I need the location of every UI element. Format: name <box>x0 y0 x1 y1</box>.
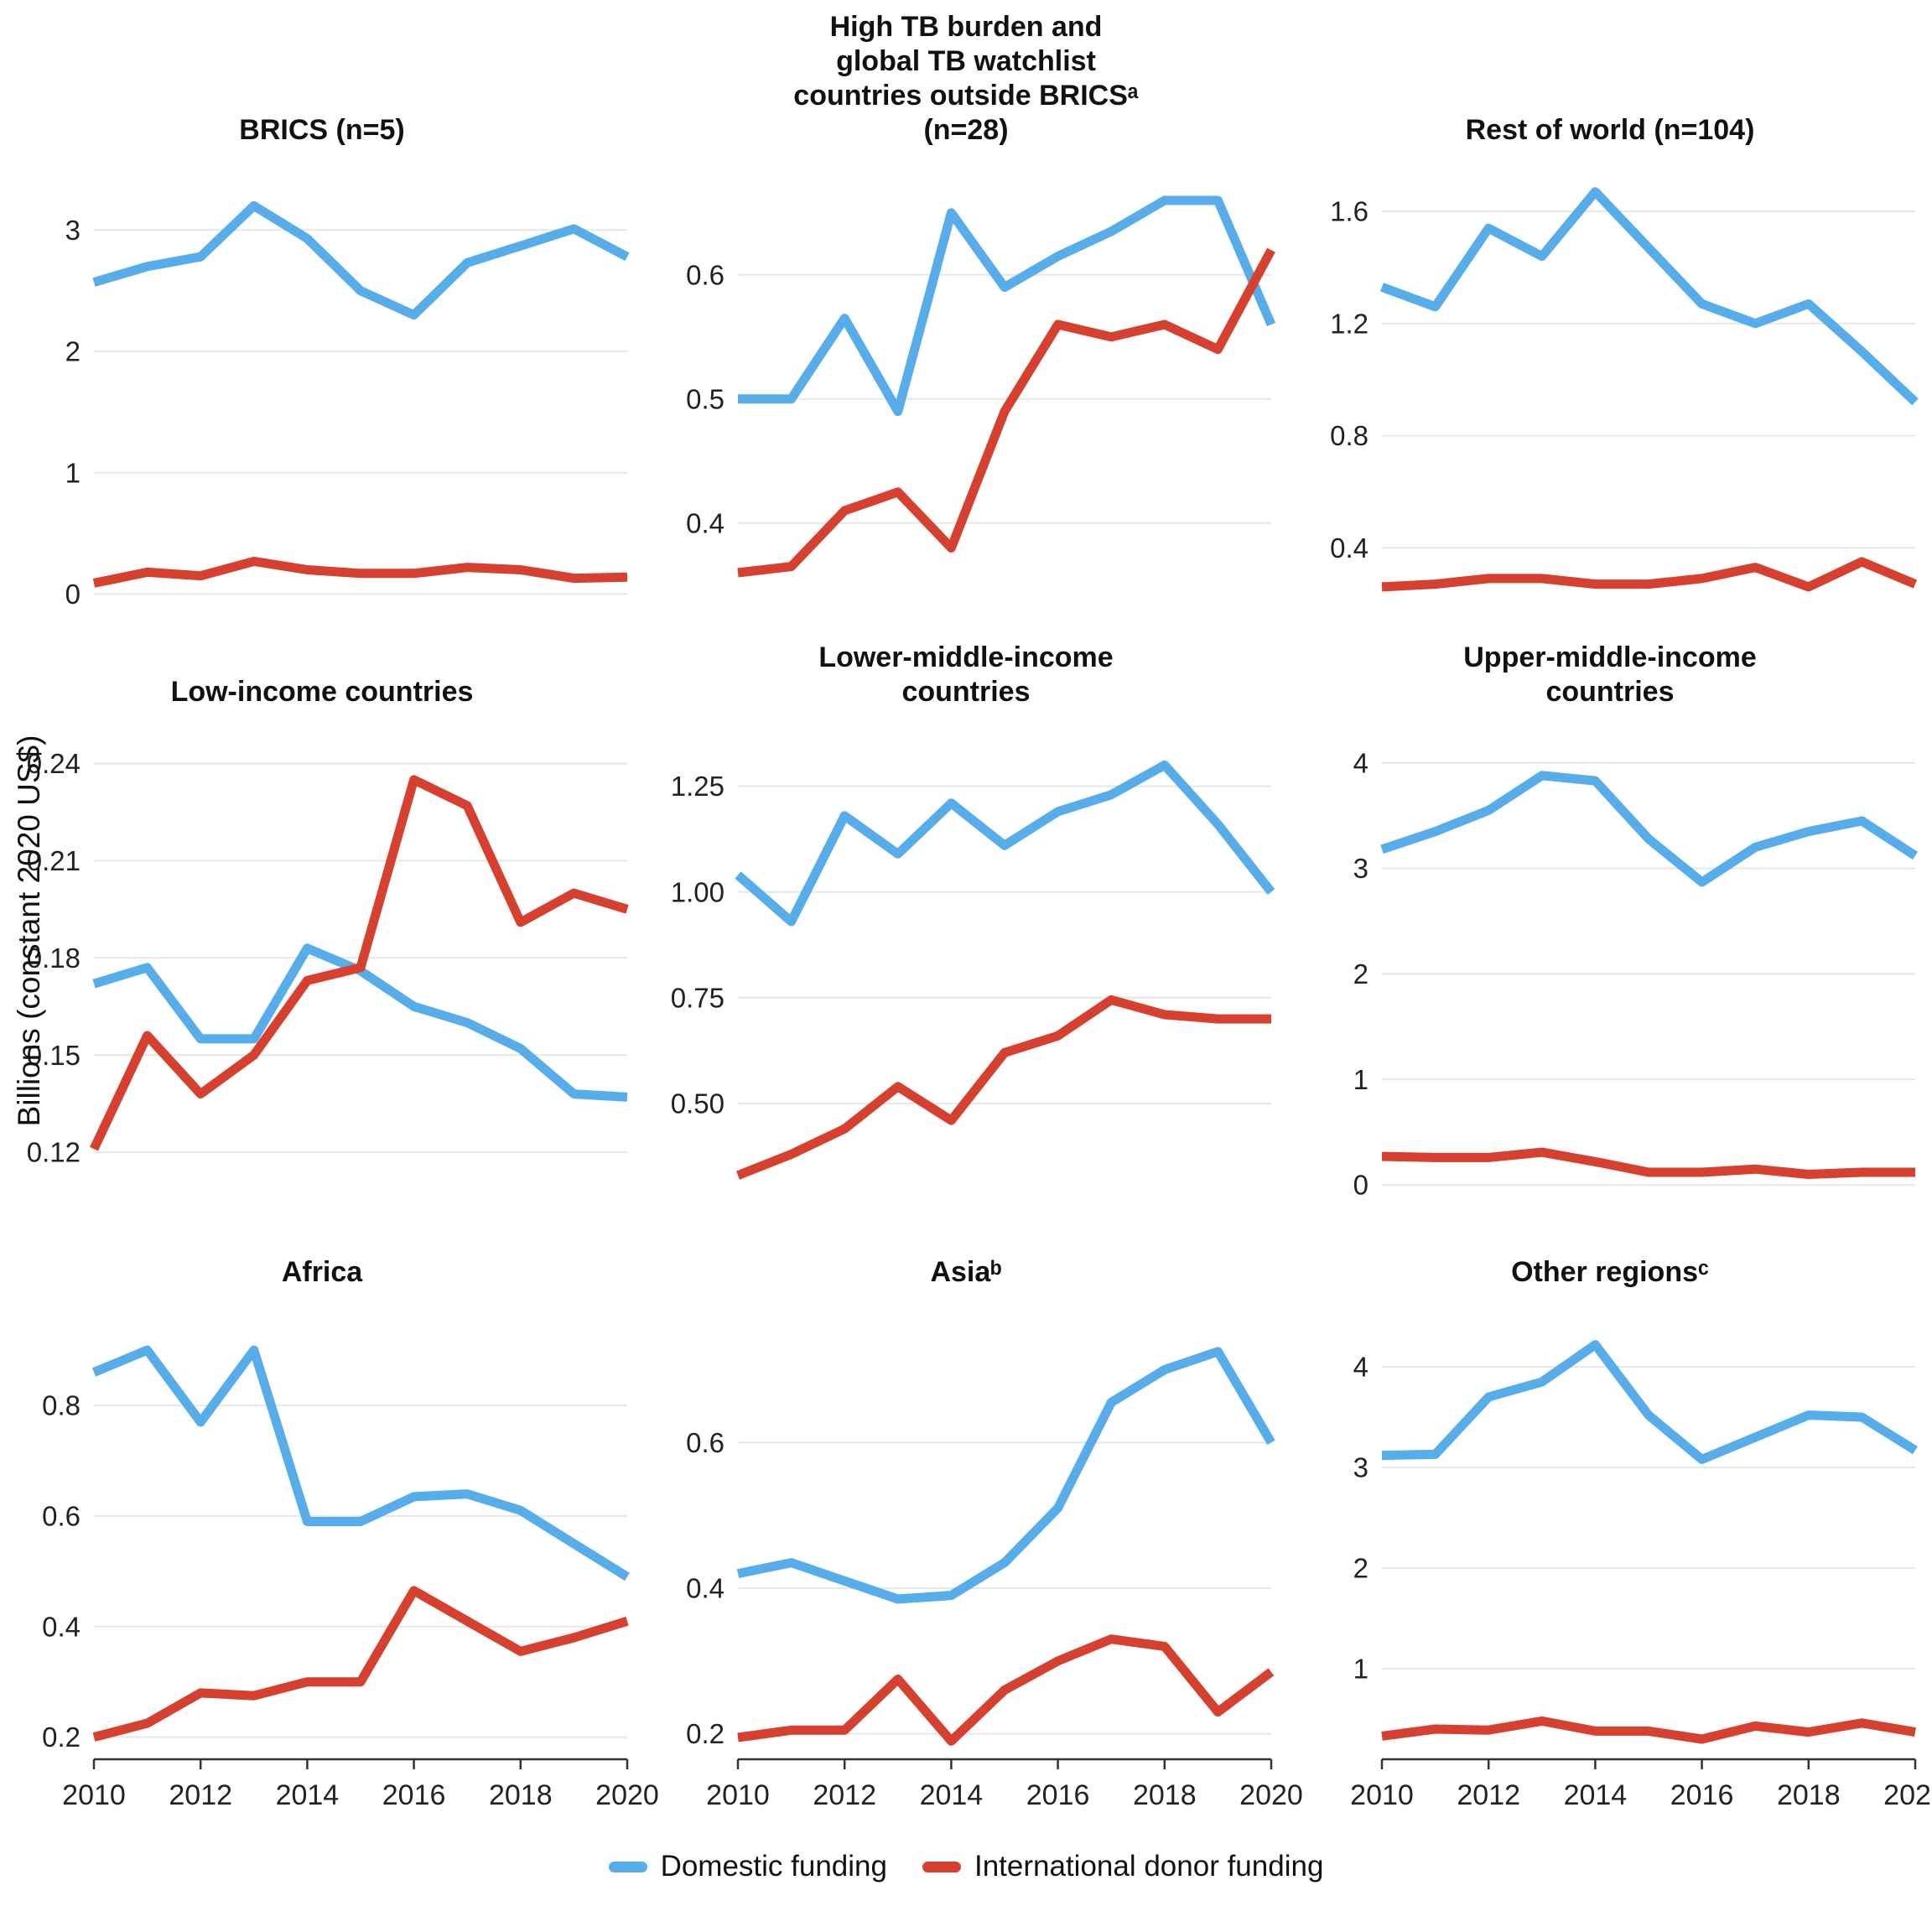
svg-text:1: 1 <box>1353 1654 1368 1685</box>
svg-text:2: 2 <box>1353 1553 1368 1584</box>
charts-grid: BRICS (n=5) 0 1 2 3 High TB burden and glob… <box>0 11 1932 1835</box>
chart-canvas-africa: 0.2 0.4 0.6 0.8 2010 2012 2014 2016 2018 2020 <box>42 1345 659 1811</box>
svg-text:0.5: 0.5 <box>686 383 724 414</box>
chart-canvas-brics: 0 1 2 3 <box>65 200 630 610</box>
svg-text:1.25: 1.25 <box>671 771 724 802</box>
chart-lower-middle-income: Lower-middle-income countries 0.50 0.75 1.… <box>644 624 1288 1221</box>
chart-title-upper-middle-income: Upper-middle-income countries <box>1463 641 1757 708</box>
chart-brics: BRICS (n=5) 0 1 2 3 <box>0 13 644 624</box>
svg-text:2: 2 <box>1353 958 1368 989</box>
svg-text:0.6: 0.6 <box>686 259 724 290</box>
chart-title-high-tb-watchlist: High TB burden and global TB watchlist c… <box>793 11 1139 146</box>
legend-item-donor: International donor funding <box>922 1850 1323 1883</box>
svg-text:3: 3 <box>65 215 80 246</box>
svg-text:4: 4 <box>1353 1352 1368 1383</box>
chart-rest-of-world: Rest of world (n=104) 0.4 0.8 1.2 1.6 <box>1288 13 1932 624</box>
svg-text:2018: 2018 <box>1133 1779 1197 1811</box>
chart-title-low-income: Low-income countries <box>170 676 474 708</box>
svg-text:0.75: 0.75 <box>671 982 724 1013</box>
svg-text:0.24: 0.24 <box>27 748 80 779</box>
chart-canvas-other-regions: 1 2 3 4 2010 2012 2014 2016 2018 2020 <box>1350 1340 1932 1811</box>
svg-text:0.15: 0.15 <box>27 1040 80 1071</box>
svg-text:0.50: 0.50 <box>671 1088 724 1119</box>
svg-text:4: 4 <box>1353 747 1368 778</box>
chart-title-other-regions: Other regionsᶜ <box>1511 1256 1709 1288</box>
chart-title-africa: Africa <box>281 1256 363 1288</box>
svg-text:2016: 2016 <box>382 1779 446 1811</box>
chart-title-brics: BRICS (n=5) <box>239 114 405 146</box>
svg-text:1: 1 <box>65 457 80 488</box>
chart-canvas-rest-of-world: 0.4 0.8 1.2 1.6 <box>1330 187 1919 592</box>
svg-text:0: 0 <box>1353 1170 1368 1201</box>
svg-text:3: 3 <box>1353 853 1368 884</box>
svg-text:2010: 2010 <box>706 1779 770 1811</box>
chart-high-tb-watchlist: High TB burden and global TB watchlist c… <box>644 11 1288 624</box>
svg-text:2018: 2018 <box>1777 1779 1841 1811</box>
svg-text:0.12: 0.12 <box>27 1137 80 1168</box>
legend-label-domestic-funding: Domestic funding <box>660 1850 887 1883</box>
svg-text:0.6: 0.6 <box>42 1500 80 1531</box>
svg-text:2014: 2014 <box>1564 1779 1628 1811</box>
svg-text:2014: 2014 <box>276 1779 340 1811</box>
legend: Domestic funding International donor fun… <box>0 1850 1932 1883</box>
svg-text:3: 3 <box>1353 1452 1368 1483</box>
svg-text:1.2: 1.2 <box>1330 308 1368 339</box>
y-axis-label: Billions (constant 2020 US$) <box>12 735 46 1127</box>
chart-title-asia: Asiaᵇ <box>930 1256 1002 1288</box>
legend-item-domestic: Domestic funding <box>608 1850 887 1883</box>
legend-swatch-international-donor-funding <box>922 1861 961 1872</box>
legend-label-international-donor-funding: International donor funding <box>974 1850 1324 1883</box>
chart-canvas-upper-middle-income: 0 1 2 3 4 <box>1353 747 1919 1201</box>
svg-text:0.21: 0.21 <box>27 845 80 876</box>
svg-text:0: 0 <box>65 579 80 610</box>
svg-text:0.2: 0.2 <box>42 1722 80 1753</box>
chart-canvas-lower-middle-income: 0.50 0.75 1.00 1.25 <box>671 760 1275 1180</box>
chart-canvas-high-tb-watchlist: 0.4 0.5 0.6 <box>686 195 1276 578</box>
svg-text:0.4: 0.4 <box>686 507 724 538</box>
chart-upper-middle-income: Upper-middle-income countries 0 1 2 3 4 <box>1288 624 1932 1221</box>
svg-text:1.00: 1.00 <box>671 876 724 907</box>
svg-text:0.4: 0.4 <box>686 1573 724 1604</box>
chart-asia: Asiaᵇ 0.2 0.4 0.6 2010 2012 2014 2016 2018 2020 <box>644 1221 1303 1835</box>
svg-text:0.6: 0.6 <box>686 1427 724 1458</box>
chart-other-regions: Other regionsᶜ 1 2 3 4 2010 2012 2014 2016 2018 2… <box>1288 1221 1932 1835</box>
svg-text:2016: 2016 <box>1670 1779 1734 1811</box>
svg-text:2012: 2012 <box>813 1779 876 1811</box>
legend-swatch-domestic-funding <box>608 1861 647 1872</box>
svg-text:1: 1 <box>1353 1064 1368 1095</box>
svg-text:2020: 2020 <box>1883 1779 1932 1811</box>
svg-text:2016: 2016 <box>1026 1779 1090 1811</box>
svg-text:0.18: 0.18 <box>27 943 80 974</box>
svg-text:2018: 2018 <box>489 1779 553 1811</box>
svg-text:2020: 2020 <box>1239 1779 1303 1811</box>
svg-text:2010: 2010 <box>62 1779 126 1811</box>
svg-text:2012: 2012 <box>1457 1779 1520 1811</box>
chart-canvas-low-income: 0.12 0.15 0.18 0.21 0.24 <box>27 748 629 1168</box>
svg-text:2010: 2010 <box>1350 1779 1414 1811</box>
svg-text:2012: 2012 <box>169 1779 232 1811</box>
chart-low-income: Low-income countries 0.12 0.15 0.18 0.21 0.2… <box>0 624 644 1221</box>
svg-text:0.4: 0.4 <box>1330 532 1368 564</box>
chart-africa: Africa 0.2 0.4 0.6 0.8 2010 2012 2014 2016 2018 2… <box>0 1221 659 1835</box>
svg-text:2014: 2014 <box>920 1779 984 1811</box>
chart-title-rest-of-world: Rest of world (n=104) <box>1465 114 1755 146</box>
svg-text:0.8: 0.8 <box>1330 420 1368 451</box>
chart-canvas-asia: 0.2 0.4 0.6 2010 2012 2014 2016 2018 2020 <box>686 1347 1303 1811</box>
svg-text:2020: 2020 <box>595 1779 659 1811</box>
chart-title-lower-middle-income: Lower-middle-income countries <box>818 641 1114 708</box>
svg-text:1.6: 1.6 <box>1330 196 1368 227</box>
svg-text:0.2: 0.2 <box>686 1718 724 1749</box>
svg-text:0.4: 0.4 <box>42 1611 80 1642</box>
svg-text:2: 2 <box>65 336 80 367</box>
svg-text:0.8: 0.8 <box>42 1390 80 1421</box>
